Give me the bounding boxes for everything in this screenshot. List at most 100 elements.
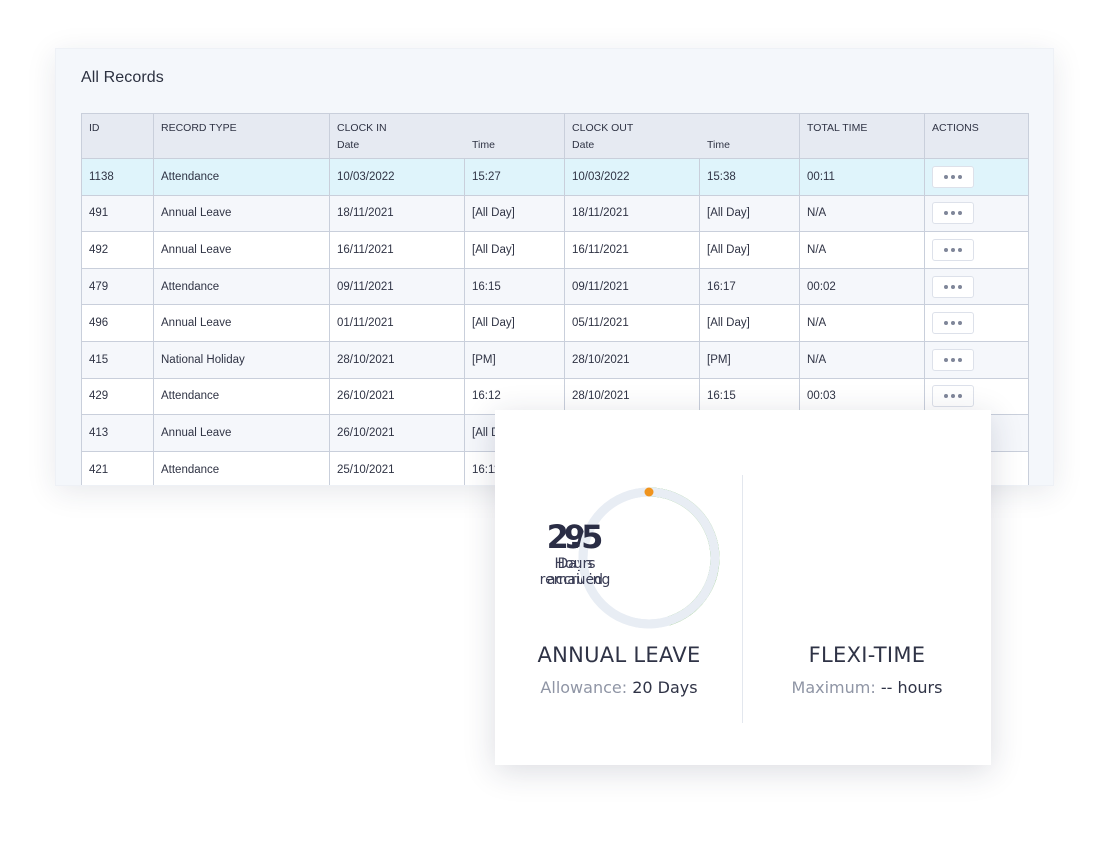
table-row[interactable]: 429 Attendance 26/10/2021 16:12 28/10/20… bbox=[81, 377, 1030, 416]
flexi-time-gauge bbox=[578, 487, 720, 629]
cell-clock-out-time: [All Day] bbox=[699, 231, 801, 269]
allowance-label: Allowance: bbox=[540, 678, 628, 697]
records-table: ID RECORD TYPE CLOCK IN Date Time CLOCK … bbox=[81, 113, 1030, 485]
cell-record-type: Attendance bbox=[153, 377, 330, 416]
cell-clock-in-time: [All Day] bbox=[463, 304, 566, 342]
more-dots-icon bbox=[944, 247, 949, 252]
cell-actions bbox=[924, 158, 1030, 196]
more-dots-icon bbox=[944, 321, 949, 326]
cell-clock-out-date: 10/03/2022 bbox=[564, 158, 701, 196]
table-row[interactable]: 415 National Holiday 28/10/2021 [PM] 28/… bbox=[81, 340, 1030, 379]
cell-actions bbox=[924, 231, 1030, 269]
cell-id: 429 bbox=[81, 377, 154, 416]
cell-clock-out-date: 18/11/2021 bbox=[564, 194, 701, 233]
cell-id: 413 bbox=[81, 414, 154, 452]
flexi-time-hours-caption: accrued bbox=[546, 572, 604, 588]
cell-record-type: Attendance bbox=[153, 158, 330, 196]
cell-clock-out-time: 16:15 bbox=[699, 377, 801, 416]
cell-record-type: National Holiday bbox=[153, 340, 330, 379]
flexi-time-gauge-indicator bbox=[644, 487, 654, 497]
cell-id: 1138 bbox=[81, 158, 154, 196]
table-row[interactable]: 492 Annual Leave 16/11/2021 [All Day] 16… bbox=[81, 231, 1030, 269]
cell-clock-out-time: [All Day] bbox=[699, 304, 801, 342]
more-actions-button[interactable] bbox=[932, 238, 975, 261]
cell-actions bbox=[924, 304, 1030, 342]
cell-id: 491 bbox=[81, 194, 154, 233]
clock-in-date-label: Date bbox=[337, 139, 360, 151]
clock-out-date-label: Date bbox=[572, 139, 595, 151]
cell-clock-out-time: 16:17 bbox=[699, 267, 801, 306]
more-dots-icon bbox=[944, 211, 949, 216]
cell-clock-in-time: 15:27 bbox=[463, 158, 566, 196]
cell-total-time: 00:11 bbox=[799, 158, 926, 196]
flexi-time-hours-unit: Hours bbox=[554, 556, 596, 572]
cell-record-type: Annual Leave bbox=[153, 304, 330, 342]
more-actions-button[interactable] bbox=[932, 312, 975, 335]
cell-total-time: 00:03 bbox=[799, 377, 926, 416]
cell-clock-in-date: 18/11/2021 bbox=[329, 194, 465, 233]
clock-out-label: CLOCK OUT bbox=[572, 122, 634, 134]
table-row[interactable]: 496 Annual Leave 01/11/2021 [All Day] 05… bbox=[81, 304, 1030, 342]
cell-clock-out-time: [PM] bbox=[699, 340, 801, 379]
cell-clock-out-date: 05/11/2021 bbox=[564, 304, 701, 342]
cell-record-type: Annual Leave bbox=[153, 414, 330, 452]
allowance-value: 20 Days bbox=[632, 678, 698, 697]
cell-total-time: N/A bbox=[799, 340, 926, 379]
cell-id: 496 bbox=[81, 304, 154, 342]
more-dots-icon bbox=[944, 394, 949, 399]
cell-actions bbox=[924, 340, 1030, 379]
maximum-value: -- hours bbox=[880, 678, 943, 697]
flexi-time-hours-value: 2.5 bbox=[546, 518, 604, 556]
cell-clock-in-time: 16:15 bbox=[463, 267, 566, 306]
cell-clock-out-date: 09/11/2021 bbox=[564, 267, 701, 306]
cell-record-type: Attendance bbox=[153, 450, 330, 485]
more-actions-button[interactable] bbox=[932, 275, 975, 298]
maximum-label: Maximum: bbox=[791, 678, 876, 697]
col-header-clock-in[interactable]: CLOCK IN Date Time bbox=[328, 113, 566, 159]
flexi-time-maximum: Maximum: -- hours bbox=[743, 678, 991, 697]
cell-clock-out-date: 28/10/2021 bbox=[564, 340, 701, 379]
cell-id: 421 bbox=[81, 450, 154, 485]
more-actions-button[interactable] bbox=[932, 385, 975, 408]
flexi-time-gauge-text: 2.5 Hours accrued bbox=[495, 518, 655, 588]
cell-id: 492 bbox=[81, 231, 154, 269]
cell-total-time: 00:02 bbox=[799, 267, 926, 306]
cell-clock-out-time: 15:38 bbox=[699, 158, 801, 196]
cell-clock-in-date: 26/10/2021 bbox=[329, 377, 465, 416]
table-row[interactable]: 491 Annual Leave 18/11/2021 [All Day] 18… bbox=[81, 194, 1030, 233]
col-header-clock-out[interactable]: CLOCK OUT Date Time bbox=[564, 113, 801, 159]
cell-clock-in-date: 28/10/2021 bbox=[329, 340, 465, 379]
cell-clock-in-date: 25/10/2021 bbox=[329, 450, 465, 485]
cell-clock-in-date: 10/03/2022 bbox=[329, 158, 465, 196]
clock-out-time-label: Time bbox=[707, 139, 730, 151]
cell-clock-in-date: 16/11/2021 bbox=[329, 231, 465, 269]
col-header-record-type[interactable]: RECORD TYPE bbox=[153, 113, 330, 159]
cell-clock-in-time: [PM] bbox=[463, 340, 566, 379]
cell-record-type: Annual Leave bbox=[153, 231, 330, 269]
clock-in-subheaders: Date Time bbox=[337, 139, 557, 151]
table-row[interactable]: 479 Attendance 09/11/2021 16:15 09/11/20… bbox=[81, 267, 1030, 306]
cell-total-time: N/A bbox=[799, 194, 926, 233]
cell-record-type: Annual Leave bbox=[153, 194, 330, 233]
cell-actions bbox=[924, 377, 1030, 416]
flexi-time-widget bbox=[743, 410, 991, 765]
more-actions-button[interactable] bbox=[932, 348, 975, 371]
clock-out-subheaders: Date Time bbox=[572, 139, 792, 151]
cell-actions bbox=[924, 267, 1030, 306]
cell-actions bbox=[924, 194, 1030, 233]
leave-summary-card: 9 Days remaining ANNUAL LEAVE Allowance:… bbox=[495, 410, 991, 765]
more-actions-button[interactable] bbox=[932, 165, 975, 188]
cell-clock-in-date: 01/11/2021 bbox=[329, 304, 465, 342]
page-title: All Records bbox=[81, 69, 164, 86]
table-row[interactable]: 1138 Attendance 10/03/2022 15:27 10/03/2… bbox=[81, 158, 1030, 196]
clock-in-time-label: Time bbox=[472, 139, 495, 151]
cell-id: 479 bbox=[81, 267, 154, 306]
more-actions-button[interactable] bbox=[932, 202, 975, 225]
flexi-time-heading: FLEXI-TIME bbox=[808, 643, 926, 667]
more-dots-icon bbox=[944, 284, 949, 289]
annual-leave-allowance: Allowance: 20 Days bbox=[495, 678, 743, 697]
col-header-total-time[interactable]: TOTAL TIME bbox=[799, 113, 926, 159]
col-header-id[interactable]: ID bbox=[81, 113, 154, 159]
more-dots-icon bbox=[944, 357, 949, 362]
cell-clock-out-date: 28/10/2021 bbox=[564, 377, 701, 416]
